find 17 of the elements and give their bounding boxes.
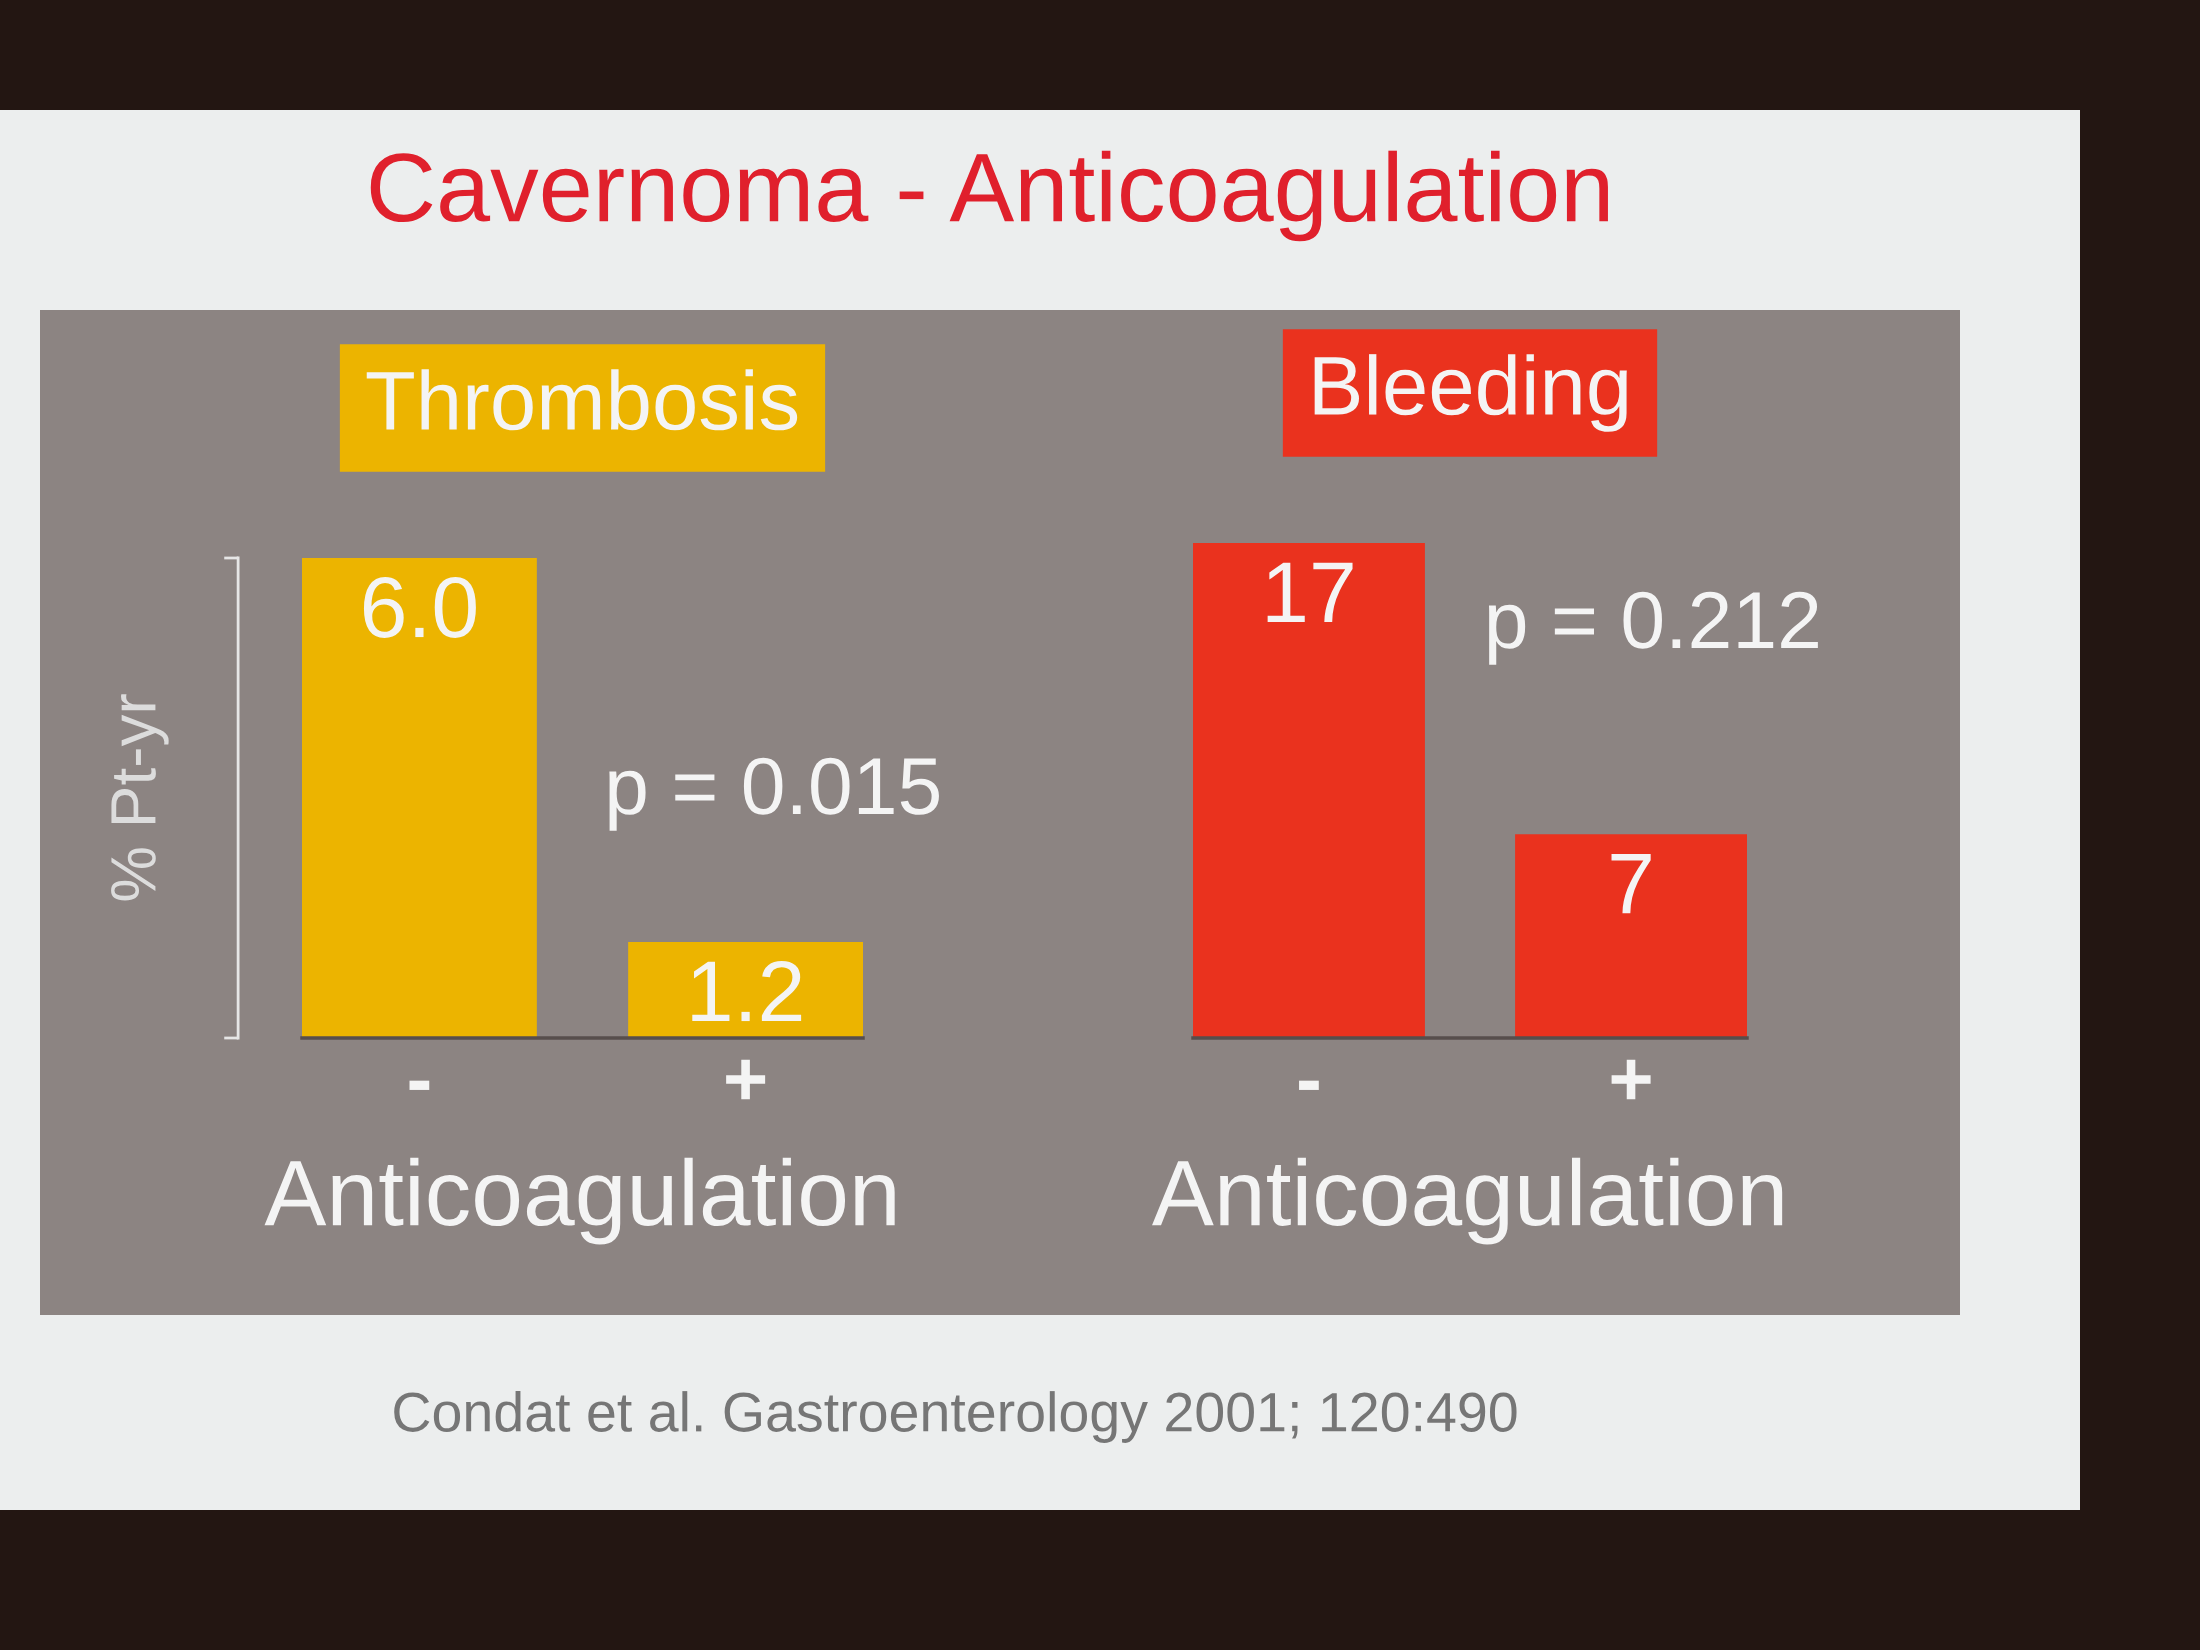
data-label: 17 <box>1267 562 1353 623</box>
y-axis-title: % Pt-yr <box>111 694 169 901</box>
text: Cavernoma - Anticoagulation <box>370 150 1608 242</box>
chart-title: Bleeding <box>1314 354 1627 432</box>
x-tick-label: + <box>726 1059 766 1100</box>
x-axis-title: Anticoagulation <box>264 1157 895 1245</box>
x-axis-title: Anticoagulation <box>1152 1157 1783 1245</box>
data-label: 7 <box>1611 854 1651 914</box>
x-tick-label: + <box>1611 1059 1651 1100</box>
data-label: 6.0 <box>363 576 476 638</box>
annotation: p = 0.015 <box>609 757 939 831</box>
chart-title: Thrombosis <box>366 369 798 431</box>
x-tick-label: - <box>409 1080 430 1090</box>
text: Condat et al. Gastroenterology 2001; 120:490 <box>394 1391 1517 1443</box>
annotation: p = 0.212 <box>1488 591 1818 665</box>
data-label: 1.2 <box>692 960 802 1022</box>
x-tick-label: - <box>1299 1080 1319 1090</box>
